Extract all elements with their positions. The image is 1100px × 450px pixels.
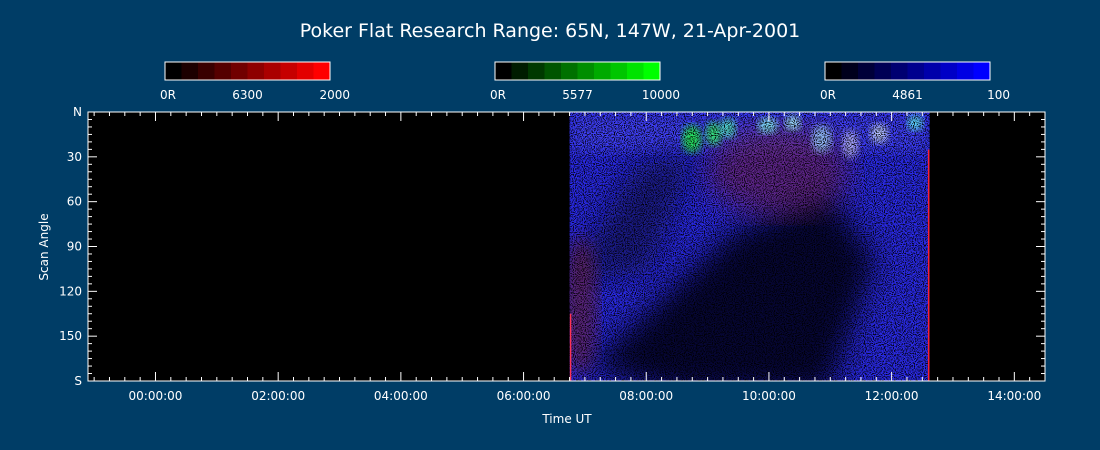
y-tick-label: S	[74, 374, 82, 388]
colorbar-segment	[495, 62, 512, 80]
colorbar-segment	[214, 62, 232, 80]
x-axis-label: Time UT	[541, 412, 592, 426]
y-tick-label: 90	[67, 240, 82, 254]
x-tick-label: 10:00:00	[742, 389, 796, 403]
colorbar-group: 0R 6300 2000 0R 5577 10000 0R 4861 100	[160, 61, 1010, 102]
colorbar-4861: 0R 4861 100	[820, 61, 1010, 102]
colorbar-mid-label: 4861	[892, 88, 923, 102]
colorbar-border	[494, 61, 661, 81]
colorbar-segment	[874, 62, 892, 80]
colorbar-segment	[181, 62, 199, 80]
colorbar-segment	[610, 62, 628, 80]
colorbar-max-label: 100	[987, 88, 1010, 102]
x-tick-label: 02:00:00	[251, 389, 305, 403]
colorbar-segment	[280, 62, 298, 80]
x-tick-label: 06:00:00	[497, 389, 551, 403]
colorbar-border	[164, 61, 331, 81]
colorbar-6300: 0R 6300 2000	[160, 61, 350, 102]
colorbar-max-label: 10000	[642, 88, 680, 102]
colorbar-segment	[297, 62, 314, 80]
y-tick-label: 120	[59, 284, 82, 298]
colorbar-segment	[924, 62, 941, 80]
colorbar-segment	[627, 62, 644, 80]
colorbar-border	[824, 61, 991, 81]
x-tick-label: 08:00:00	[619, 389, 673, 403]
colorbar-segment	[891, 62, 908, 80]
aurora-data-region	[569, 112, 930, 381]
colorbar-segment	[511, 62, 529, 80]
colorbar-max-label: 2000	[319, 88, 350, 102]
colorbar-mid-label: 5577	[562, 88, 593, 102]
colorbar-segment	[940, 62, 958, 80]
colorbar-segment	[231, 62, 248, 80]
colorbar-mid-label: 6300	[232, 88, 263, 102]
y-tick-label: 150	[59, 329, 82, 343]
colorbar-segment	[247, 62, 265, 80]
colorbar-segment	[313, 62, 331, 80]
colorbar-segment	[594, 62, 611, 80]
colorbar-segment	[264, 62, 281, 80]
speckle-noise	[569, 112, 930, 381]
x-tick-label: 12:00:00	[865, 389, 919, 403]
colorbar-segment	[907, 62, 925, 80]
colorbar-segment	[528, 62, 545, 80]
colorbar-min-label: 0R	[490, 88, 506, 102]
colorbar-segment	[957, 62, 974, 80]
colorbar-segment	[198, 62, 215, 80]
y-tick-label: 30	[67, 150, 82, 164]
x-tick-label: 14:00:00	[987, 389, 1041, 403]
colorbar-5577: 0R 5577 10000	[490, 61, 680, 102]
colorbar-min-label: 0R	[160, 88, 176, 102]
colorbar-min-label: 0R	[820, 88, 836, 102]
colorbar-segment	[561, 62, 578, 80]
y-axis-label: Scan Angle	[37, 213, 51, 280]
colorbar-segment	[841, 62, 859, 80]
x-tick-label: 04:00:00	[374, 389, 428, 403]
colorbar-segment	[825, 62, 842, 80]
y-tick-label: N	[73, 105, 82, 119]
colorbar-segment	[165, 62, 182, 80]
colorbar-segment	[544, 62, 562, 80]
chart-title: Poker Flat Research Range: 65N, 147W, 21…	[300, 20, 801, 42]
colorbar-segment	[643, 62, 661, 80]
colorbar-segment	[858, 62, 875, 80]
colorbar-segment	[577, 62, 595, 80]
colorbar-segment	[973, 62, 991, 80]
y-tick-label: 60	[67, 195, 82, 209]
axes: 00:00:00 02:00:00 04:00:00 06:00:00 08:00:00…	[59, 105, 1046, 403]
x-tick-label: 00:00:00	[129, 389, 183, 403]
